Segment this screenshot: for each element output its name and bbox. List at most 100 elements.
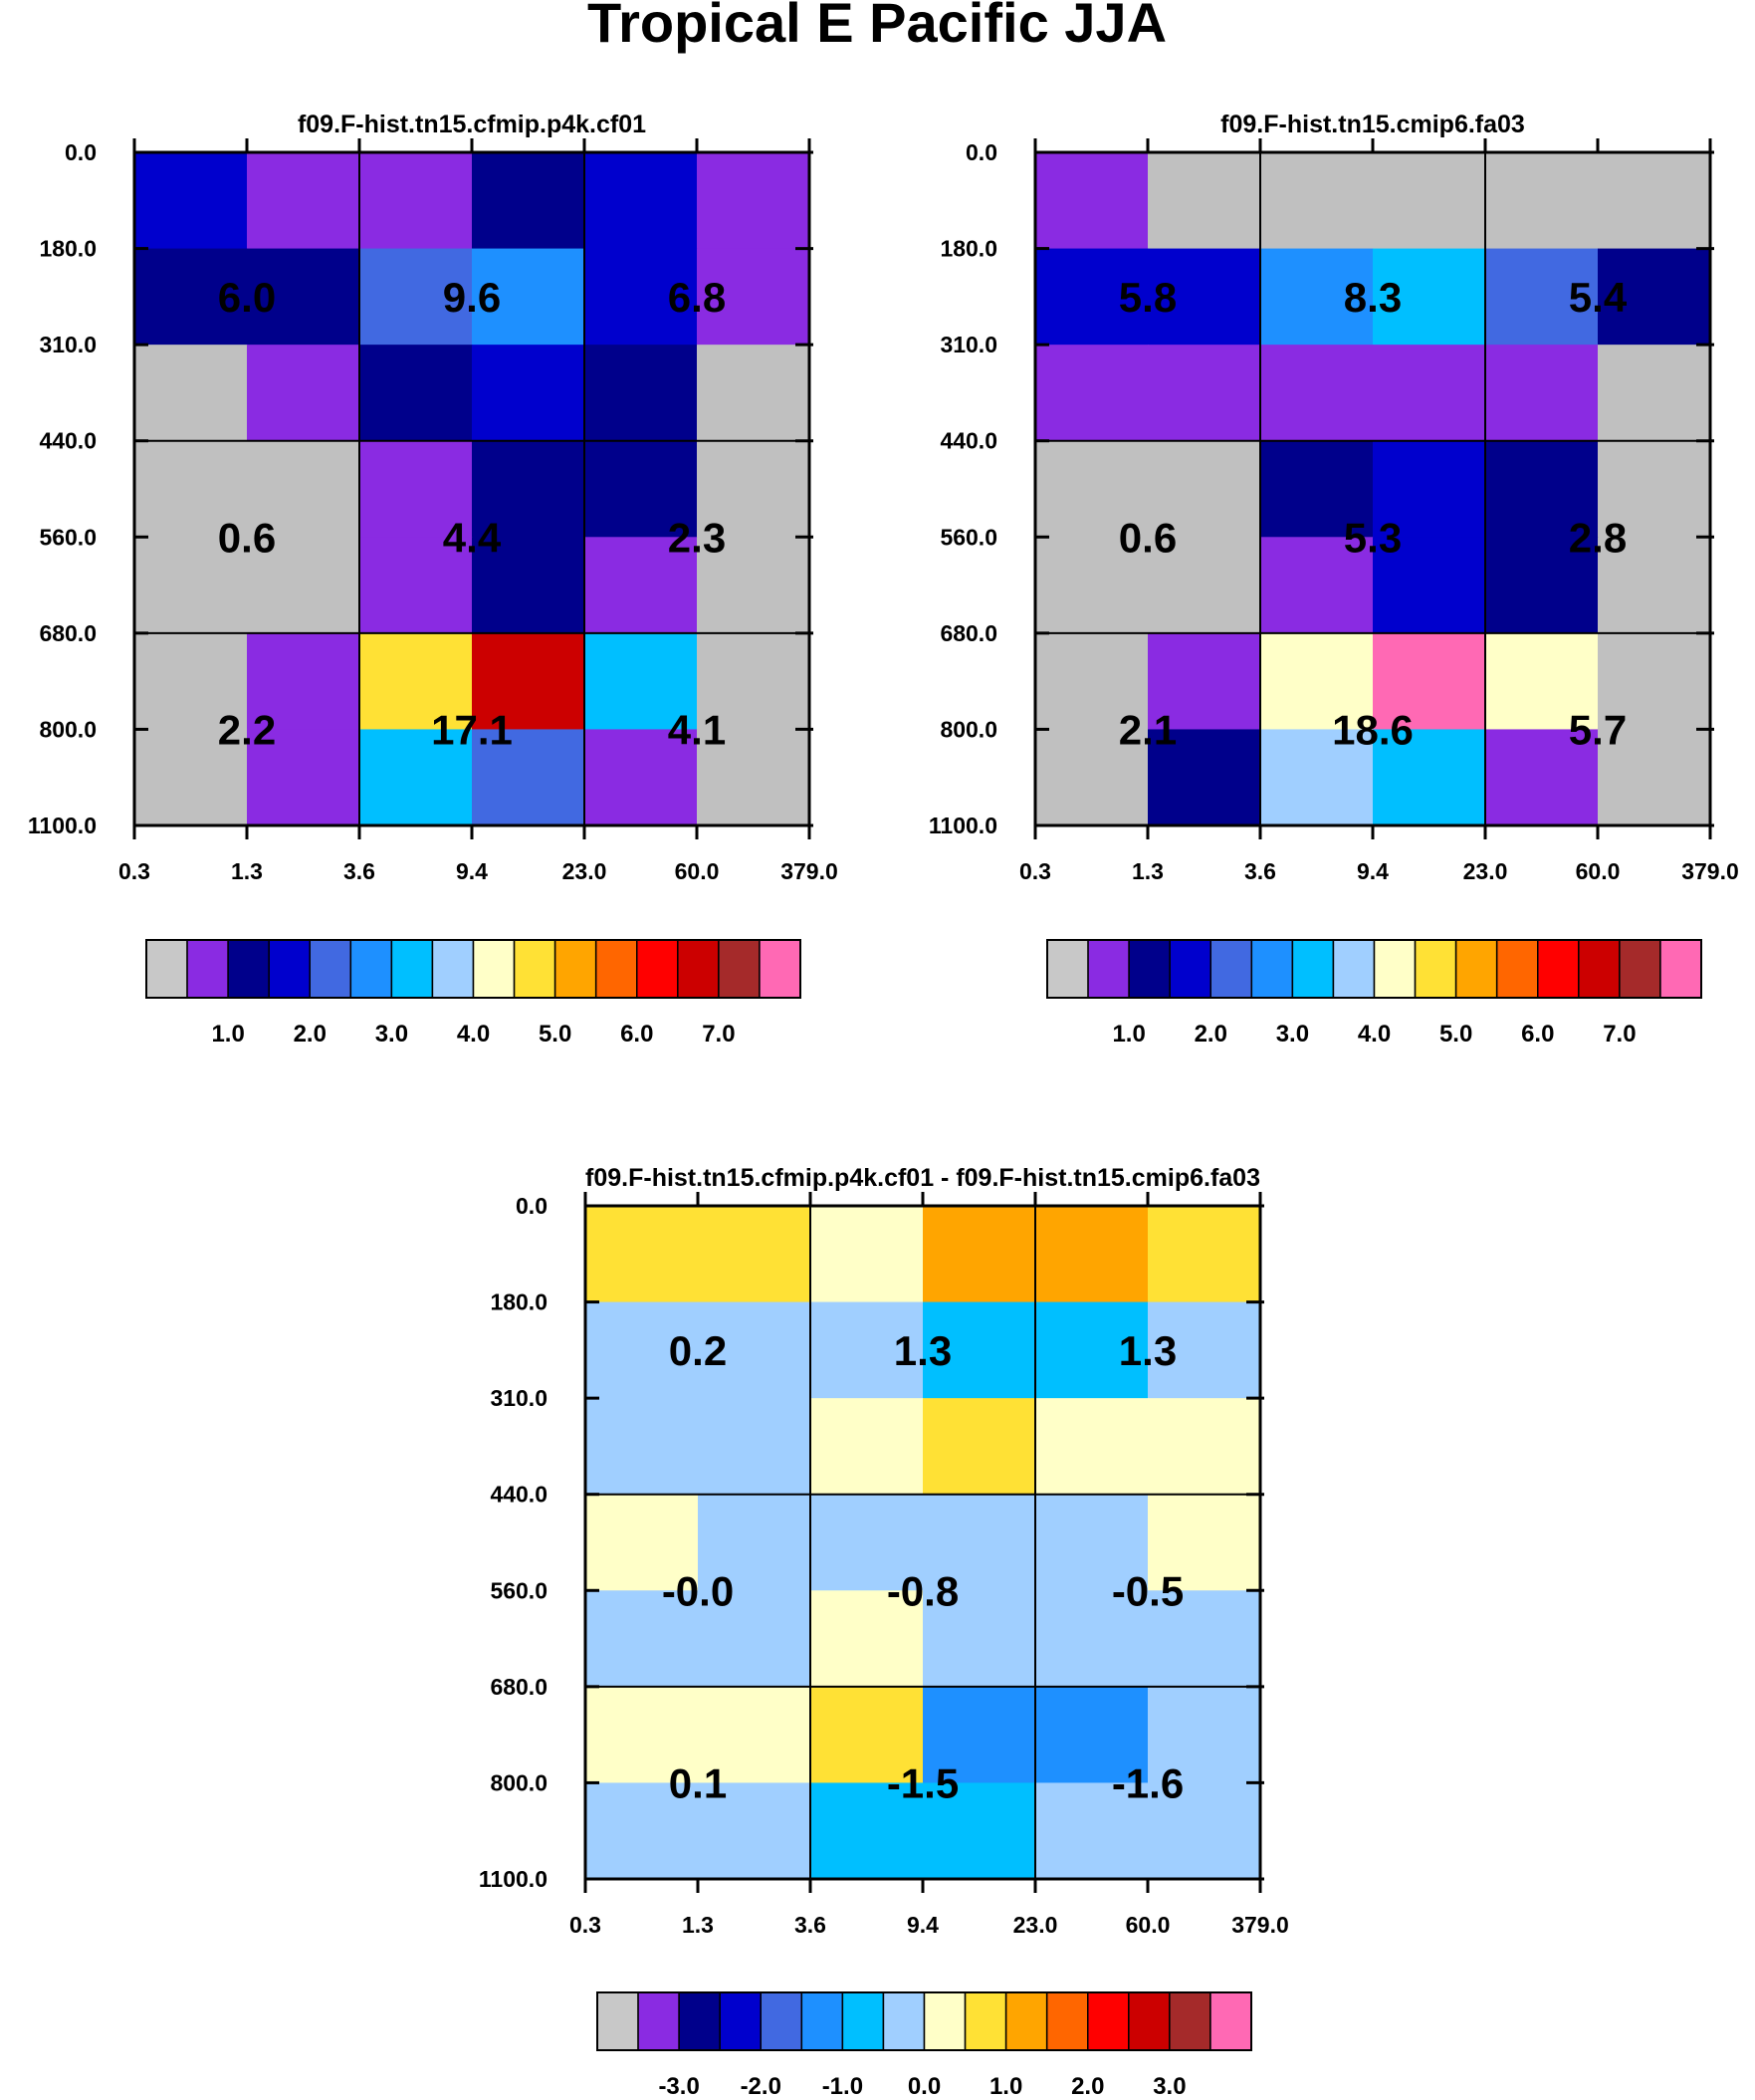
colorbar-swatch (513, 939, 556, 999)
heatmap-cell (923, 1782, 1036, 1880)
heatmap-cell (1035, 1590, 1149, 1688)
colorbar-label: 3.0 (1153, 2073, 1186, 2100)
x-tick-label: 9.4 (1357, 858, 1389, 884)
colorbar-swatch (1128, 939, 1171, 999)
heatmap-cell (1598, 248, 1711, 346)
y-tick-label: 440.0 (490, 1482, 548, 1508)
block-value-label: 5.8 (1119, 274, 1177, 321)
x-tick-label: 379.0 (1681, 858, 1739, 884)
colorbar-swatch (1087, 1991, 1130, 2051)
colorbar-swatch (636, 939, 679, 999)
block-value-label: 4.4 (443, 514, 502, 561)
heatmap-cell (472, 537, 585, 634)
heatmap-cell (1035, 440, 1149, 538)
heatmap-cell (1148, 1782, 1261, 1880)
heatmap-cell (584, 537, 698, 634)
x-tick-label: 60.0 (1126, 1912, 1171, 1938)
colorbar-swatch (227, 939, 270, 999)
heatmap-cell (584, 632, 698, 731)
heatmap-cell (585, 1206, 699, 1303)
colorbar-label: 5.0 (1439, 1021, 1472, 1048)
panel-title: f09.F-hist.tn15.cmip6.fa03 (1220, 111, 1525, 138)
colorbar-label: 4.0 (1358, 1021, 1391, 1048)
block-value-label: 5.4 (1569, 274, 1628, 321)
y-tick-label: 310.0 (490, 1385, 548, 1411)
block-value-label: 0.6 (1119, 514, 1177, 561)
figure-title: Tropical E Pacific JJA (587, 0, 1167, 54)
colorbar-swatch (431, 939, 475, 999)
heatmap-cell (585, 1494, 699, 1591)
y-tick-label: 0.0 (966, 139, 997, 165)
colorbar-swatch (390, 939, 434, 999)
heatmap-cell (134, 537, 248, 634)
heatmap-cell (359, 152, 473, 250)
colorbar-swatch (678, 1991, 721, 2051)
heatmap-cell (1148, 1301, 1261, 1399)
heatmap-cell (247, 152, 360, 250)
colorbar-label: 4.0 (457, 1021, 490, 1048)
heatmap-cell (923, 1398, 1036, 1496)
x-tick-label: 60.0 (1576, 858, 1621, 884)
block-value-label: 0.6 (218, 514, 276, 561)
colorbar-label: -1.0 (822, 2073, 863, 2100)
colorbar-swatch (309, 939, 352, 999)
block-value-label: 0.1 (669, 1759, 727, 1806)
colorbar-swatch (1169, 939, 1211, 999)
colorbar-swatch (923, 1991, 967, 2051)
x-tick-label: 23.0 (1463, 858, 1508, 884)
y-tick-label: 680.0 (940, 620, 997, 646)
colorbar-swatch (145, 939, 188, 999)
heatmap-cell (1035, 537, 1149, 634)
heatmap-cell (359, 729, 473, 826)
y-tick-label: 180.0 (940, 236, 997, 262)
y-tick-label: 440.0 (39, 428, 97, 454)
heatmap-cell (134, 248, 248, 346)
heatmap-cell (585, 1398, 699, 1496)
heatmap-cell (472, 248, 585, 346)
block-value-label: 18.6 (1332, 706, 1414, 753)
heatmap-cell (1373, 345, 1486, 442)
heatmap-cell (698, 1686, 811, 1784)
x-tick-label: 0.3 (118, 858, 150, 884)
block-value-label: 9.6 (443, 274, 501, 321)
heatmap-cell (585, 1782, 699, 1880)
x-tick-label: 3.6 (1244, 858, 1276, 884)
colorbar-swatch (759, 939, 801, 999)
y-tick-label: 800.0 (490, 1769, 548, 1795)
heatmap-cell (810, 1301, 924, 1399)
colorbar-swatch (1046, 939, 1089, 999)
heatmap-cell (472, 440, 585, 538)
colorbar: -3.0 -2.0 -1.0 0.0 1.0 2.0 3.0 (596, 1991, 1252, 2100)
x-tick-label: 23.0 (1013, 1912, 1058, 1938)
x-tick-label: 3.6 (794, 1912, 826, 1938)
colorbar-label: 3.0 (375, 1021, 408, 1048)
heatmap-cell (1035, 1301, 1149, 1399)
heatmap-cell (584, 152, 698, 250)
heatmap-cell (1035, 152, 1149, 250)
block-value-label: 2.8 (1569, 514, 1627, 561)
colorbar: 1.0 2.0 3.0 4.0 5.0 6.0 7.0 (145, 939, 801, 1048)
colorbar-label: 6.0 (1521, 1021, 1554, 1048)
heatmap-cell (134, 345, 248, 442)
heatmap-cell (1373, 537, 1486, 634)
heatmap-cell (1035, 1494, 1149, 1591)
x-tick-label: 9.4 (907, 1912, 939, 1938)
heatmap-cell (1148, 1590, 1261, 1688)
block-value-label: 2.3 (668, 514, 726, 561)
colorbar-swatch (594, 939, 638, 999)
heatmap-cell (698, 1782, 811, 1880)
x-tick-label: 3.6 (343, 858, 375, 884)
block-value-label: -1.6 (1112, 1759, 1184, 1806)
colorbar-swatch (186, 939, 229, 999)
x-tick-label: 1.3 (1132, 858, 1164, 884)
block-value-label: 5.3 (1344, 514, 1402, 561)
heatmap-cell (359, 440, 473, 538)
heatmap-cell (1260, 632, 1374, 731)
colorbar-swatch (637, 1991, 680, 2051)
colorbar-swatch (1619, 939, 1661, 999)
colorbar-label: 2.0 (1195, 1021, 1227, 1048)
heatmap-cell (1148, 440, 1261, 538)
heatmap-cell (1485, 632, 1599, 731)
y-tick-label: 180.0 (39, 236, 97, 262)
block-value-label: 8.3 (1344, 274, 1402, 321)
